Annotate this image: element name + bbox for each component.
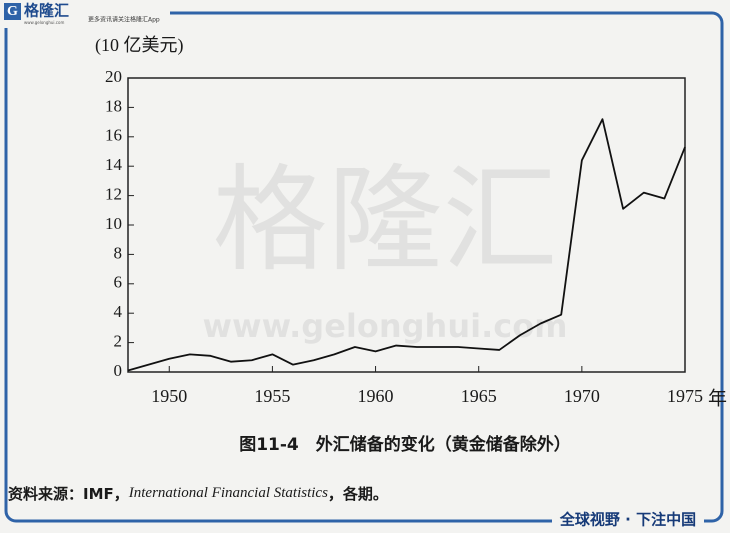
plot: 0 2 4 6 8 10 12 14 16 18 20 1950 1955 1960 1965 1970 197…	[105, 67, 703, 406]
source-publication: International Financial Statistics	[128, 485, 328, 501]
footer-bg	[552, 509, 704, 531]
y-tick-label: 20	[105, 67, 122, 86]
y-tick-label: 16	[105, 126, 122, 145]
y-tick-label: 18	[105, 96, 122, 115]
frame	[4, 11, 724, 523]
y-axis-label: (10 亿美元)	[95, 35, 184, 56]
logo-text: 格隆汇	[24, 2, 69, 20]
y-tick-label: 12	[105, 185, 122, 204]
x-tick-label: 1960	[358, 386, 394, 406]
logo-icon	[4, 3, 21, 20]
footer-slogan: 全球视野 · 下注中国	[559, 511, 696, 529]
watermark-url: www.gelonghui.com	[202, 307, 567, 345]
x-tick-label: 1955	[254, 386, 290, 406]
x-tick-label: 1970	[564, 386, 600, 406]
y-tick-label: 6	[114, 273, 123, 292]
y-tick-label: 2	[114, 332, 123, 351]
y-tick-label: 10	[105, 214, 122, 233]
source-prefix: 资料来源：IMF，	[8, 485, 129, 503]
x-tick-label: 1965	[461, 386, 497, 406]
data-line	[127, 118, 686, 372]
caption: 图11-4 外汇储备的变化（黄金储备除外）	[239, 434, 571, 455]
y-tick-label: 8	[114, 243, 123, 262]
logo-subtext: 更多资讯请关注格隆汇App	[88, 16, 160, 24]
logo-letter: G	[7, 4, 18, 19]
y-tick-label: 0	[114, 361, 123, 380]
y-tick-label: 4	[114, 302, 123, 321]
watermark-text: 格隆汇	[212, 154, 557, 288]
source-suffix: ，各期。	[328, 485, 388, 503]
logo-bg	[0, 0, 170, 28]
x-tick-label: 1950	[151, 386, 187, 406]
x-tick-label: 1975	[667, 386, 703, 406]
x-axis-label: 年	[708, 387, 727, 409]
y-tick-label: 14	[105, 155, 123, 174]
logo-url: www.gelonghui.com	[24, 20, 64, 25]
source: 资料来源：IMF，International Financial Statist…	[8, 485, 388, 503]
